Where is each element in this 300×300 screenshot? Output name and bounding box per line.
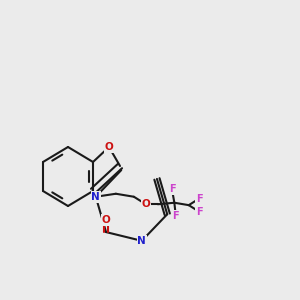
Text: N: N	[137, 236, 146, 246]
Text: O: O	[142, 199, 150, 209]
Text: F: F	[169, 184, 175, 194]
Text: N: N	[92, 192, 100, 202]
Text: O: O	[102, 215, 110, 225]
Text: F: F	[172, 211, 179, 221]
Text: F: F	[196, 207, 202, 217]
Text: O: O	[105, 142, 113, 152]
Text: F: F	[196, 194, 202, 203]
